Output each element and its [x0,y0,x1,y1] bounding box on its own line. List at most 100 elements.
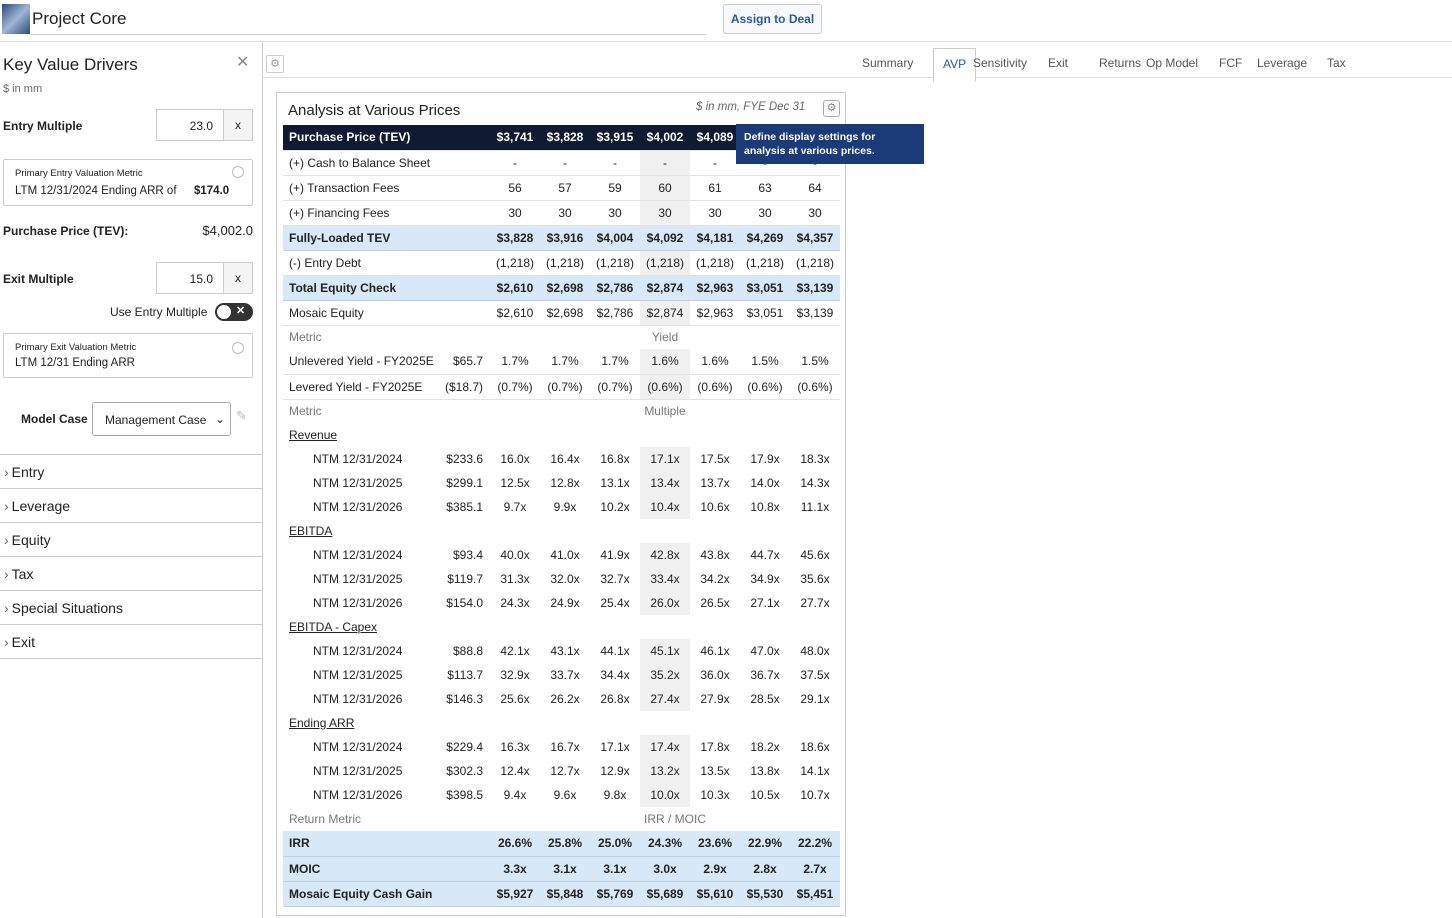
chevron: › [4,634,9,650]
card-text: LTM 12/31 Ending ARR [15,357,135,369]
row-label: IRR [283,831,440,857]
row-sub: NTM 12/31/2025 $302.3 12.4x 12.7x 12.9x 13.2x… [283,759,840,783]
logo [2,4,30,34]
row-sub: NTM 12/31/2024 $93.4 40.0x 41.0x 41.9x 42.8x 4… [283,543,840,567]
value-cell: (1,218) [690,250,740,276]
model-case-select[interactable]: Management Case ⌄ [92,402,231,436]
assign-button[interactable]: Assign to Deal [723,4,822,34]
value-cell: - [690,150,740,176]
label-text: NTM 12/31/2024 [313,644,403,658]
edit-icon[interactable]: ✎ [236,408,247,423]
value-cell: 13.2x [640,759,690,783]
value-cell: $5,689 [640,881,690,907]
row-label: NTM 12/31/2026 [283,591,440,615]
label-text: NTM 12/31/2026 [313,692,403,706]
section-end [0,658,262,659]
label-text: NTM 12/31/2026 [313,788,403,802]
value-cell: 36.0x [700,668,730,682]
value-cell: $4,181 [690,225,740,251]
value-cell: 57 [540,175,590,201]
value-cell: 24.3% [640,831,690,857]
row-normal: (+) Cash to Balance Sheet------- [283,150,840,176]
input[interactable]: 15.0 [156,262,224,294]
row-label: Mosaic Equity [283,300,440,326]
field-value: $4,002.0 [202,223,253,238]
card-label: Primary Entry Valuation Metric [15,168,143,179]
base-cell [440,856,490,882]
tab[interactable]: Sensitivity [973,56,1028,70]
title-underline [30,34,706,35]
row-label: Unlevered Yield - FY2025E [283,349,440,375]
base-cell [440,200,490,226]
section-toggle[interactable]: › Equity [0,522,262,556]
section-toggle[interactable]: › Special Situations [0,590,262,624]
section-toggle[interactable]: › Exit [0,624,262,658]
value-cell: 45.6x [800,548,830,562]
base-cell: $88.8 [452,644,483,658]
value-cell: 16.7x [550,740,580,754]
section-toggle[interactable]: › Leverage [0,488,262,522]
tab[interactable]: Returns [1099,56,1142,70]
base-cell [440,125,490,151]
row-highlight: Mosaic Equity Cash Gain $5,927 $5,848 $5,76… [283,881,840,907]
value-cell: (0.6%) [690,374,740,400]
value-cell: $2,874 [640,275,690,301]
row-group: EBITDA - Capex [283,615,840,639]
tab[interactable]: Exit [1048,56,1069,70]
value-cell: 2.8x [740,856,790,882]
tab[interactable]: Leverage [1257,56,1308,70]
value-cell: 1.6% [640,349,690,375]
row-sub: NTM 12/31/2025 $113.7 32.9x 33.7x 34.4x 35.2x… [283,663,840,687]
value-cell: 41.9x [600,548,630,562]
tab-active[interactable]: AVP [933,48,977,82]
tab[interactable]: FCF [1219,56,1243,70]
settings-icon[interactable]: ⚙ [266,55,284,73]
label-text: MOIC [289,861,321,876]
label-text: Ending ARR [289,716,355,730]
base-cell: $154.0 [446,596,483,610]
base-cell [440,150,490,176]
value-cell: $2,963 [690,275,740,301]
value-cell: 1.6% [690,349,740,375]
row-sub: NTM 12/31/2024 $233.6 16.0x 16.4x 16.8x 17.1x… [283,447,840,471]
cell [440,807,490,831]
value-cell: 25.4x [600,596,630,610]
row-label: MOIC [283,856,440,882]
value-cell: 9.6x [553,788,577,802]
row-label: (+) Transaction Fees [283,175,440,201]
value-cell: $2,698 [540,300,590,326]
input[interactable]: 23.0 [156,109,224,141]
info-icon[interactable] [232,166,244,178]
label-text: NTM 12/31/2025 [313,764,403,778]
info-icon[interactable] [232,342,244,354]
value-cell: 16.8x [600,452,630,466]
label-text: Mosaic Equity Cash Gain [289,886,433,901]
label-text: NTM 12/31/2024 [313,740,403,754]
row-label: Metric [283,325,440,349]
cell [590,325,640,349]
section-toggle[interactable]: › Entry [0,454,262,488]
base-cell [440,250,490,276]
toggle[interactable]: ✕ [215,303,253,321]
tab[interactable]: Op Model [1146,56,1199,70]
value-cell: 25.8% [540,831,590,857]
value-cell: $5,530 [740,881,790,907]
avp-table: Purchase Price (TEV) $3,741 $3,828 $3,915 $4… [283,125,840,907]
row-sub: NTM 12/31/2026 $385.1 9.7x 9.9x 10.2x 10.4x 10… [283,495,840,519]
close-button[interactable]: ✕ [236,54,250,71]
gear-button[interactable]: ⚙ [823,100,840,117]
cell [740,399,790,423]
tab[interactable]: Summary [862,56,914,70]
section-toggle[interactable]: › Tax [0,556,262,590]
value-cell: (0.6%) [790,374,840,400]
value-cell: 17.8x [700,740,730,754]
value-cell: 23.6% [690,831,740,857]
tab[interactable]: Tax [1327,56,1346,70]
section-label: Special Situations [11,600,123,616]
value-cell: 10.2x [600,500,630,514]
value-cell: 14.3x [800,476,830,490]
value-cell: $3,915 [590,125,640,151]
value-cell: 10.6x [700,500,730,514]
base-cell: $113.7 [447,668,483,682]
label-text: Unlevered Yield - FY2025E [289,354,434,369]
